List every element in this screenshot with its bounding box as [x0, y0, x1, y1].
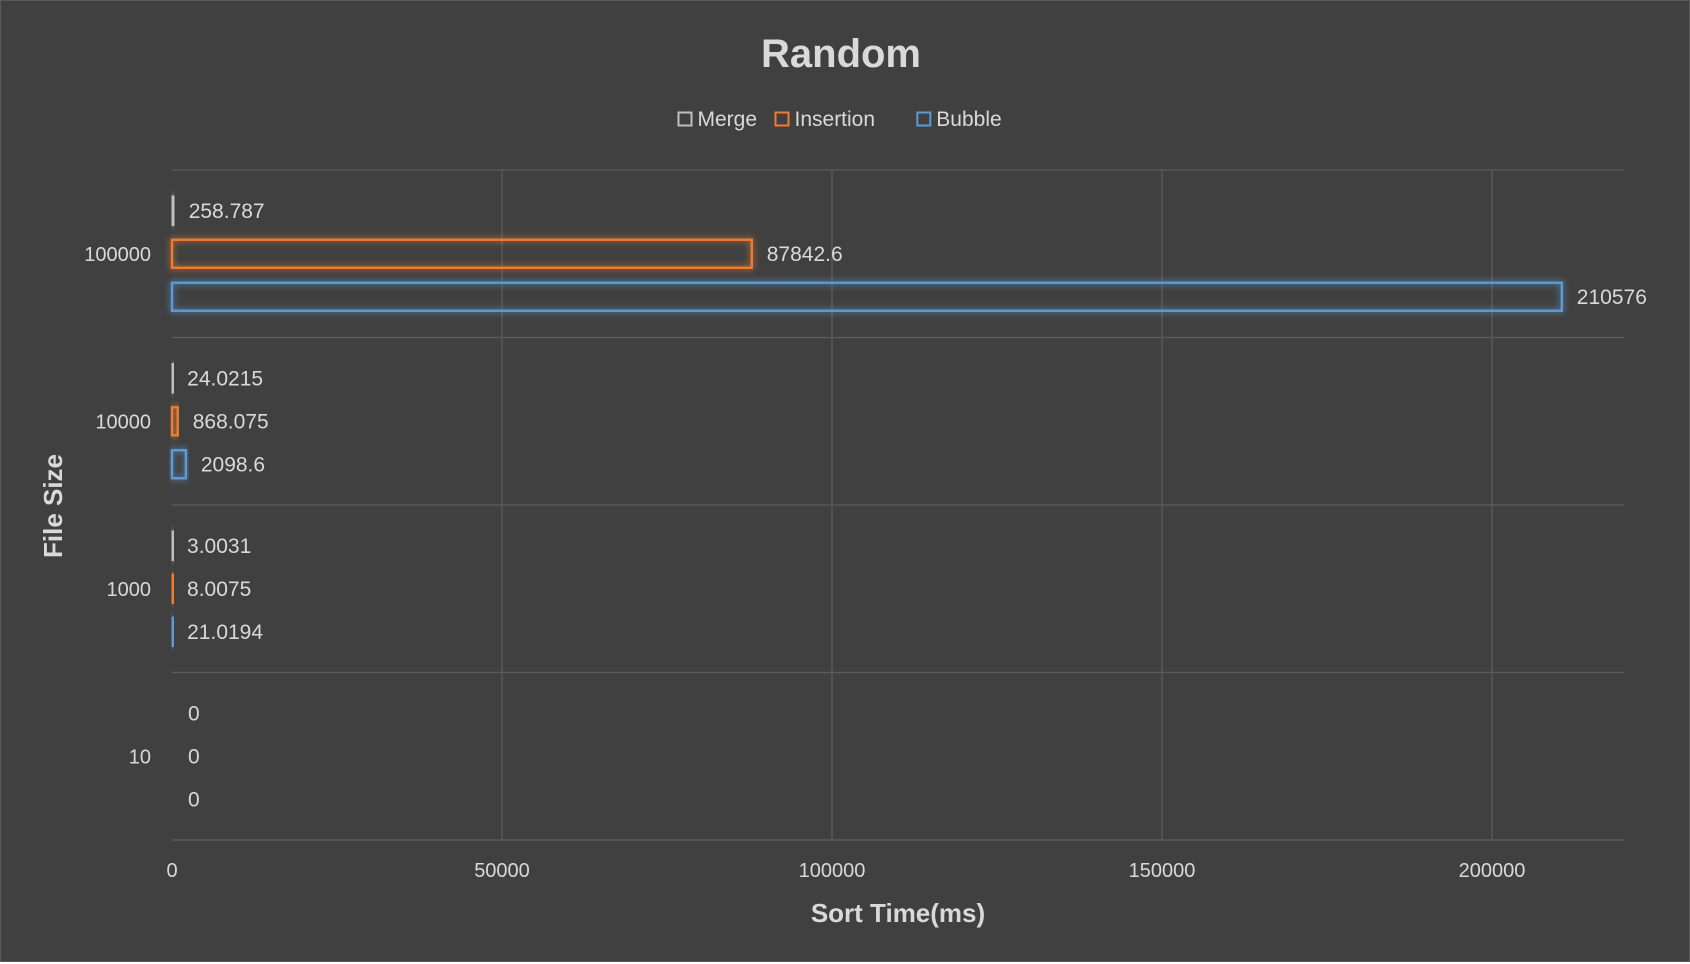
x-axis-title: Sort Time(ms) [811, 898, 985, 928]
bars [170, 195, 1564, 647]
legend-swatch-insertion [774, 111, 790, 127]
bar-merge [170, 530, 175, 561]
bar-bubble [170, 449, 188, 480]
data-label: 0 [188, 788, 200, 811]
bar-insertion [170, 238, 753, 269]
chart-legend: Merge Insertion Bubble [677, 108, 1002, 131]
legend-swatch-merge [677, 111, 693, 127]
chart-title: Random [761, 32, 921, 76]
bar-insertion [170, 573, 175, 604]
x-axis-ticks: 0 50000 100000 150000 200000 [166, 860, 1525, 882]
data-label: 3.0031 [187, 535, 251, 558]
legend-label-bubble: Bubble [936, 108, 1001, 131]
data-label: 8.0075 [187, 578, 251, 601]
data-label: 2098.6 [201, 453, 265, 476]
data-label: 0 [188, 702, 200, 725]
x-tick-label: 150000 [1129, 860, 1196, 882]
data-label: 24.0215 [187, 367, 263, 390]
legend-swatch-bubble [916, 111, 932, 127]
bar-insertion [170, 406, 179, 437]
data-label: 210576 [1577, 286, 1647, 309]
y-tick-label: 100000 [84, 244, 151, 266]
data-labels: 258.787 87842.6 210576 24.0215 868.075 2098.6… [187, 200, 1647, 812]
gridlines [172, 169, 1624, 841]
y-tick-label: 10 [129, 746, 151, 768]
y-axis-title: File Size [38, 454, 68, 558]
data-label: 868.075 [193, 410, 269, 433]
data-label: 258.787 [189, 200, 265, 223]
y-tick-label: 1000 [107, 579, 152, 601]
data-label: 87842.6 [767, 243, 843, 266]
x-tick-label: 50000 [474, 860, 530, 882]
data-label: 21.0194 [187, 621, 263, 644]
bar-merge [170, 195, 175, 226]
legend-label-merge: Merge [698, 108, 758, 131]
bar-bubble [170, 281, 1564, 312]
y-axis-ticks: 100000 10000 1000 10 [84, 244, 151, 769]
x-tick-label: 200000 [1459, 860, 1526, 882]
x-tick-label: 0 [166, 860, 177, 882]
data-label: 0 [188, 745, 200, 768]
bar-bubble [170, 616, 175, 647]
x-tick-label: 100000 [799, 860, 866, 882]
y-tick-label: 10000 [95, 411, 151, 433]
bar-merge [170, 363, 175, 394]
legend-label-insertion: Insertion [795, 108, 876, 131]
